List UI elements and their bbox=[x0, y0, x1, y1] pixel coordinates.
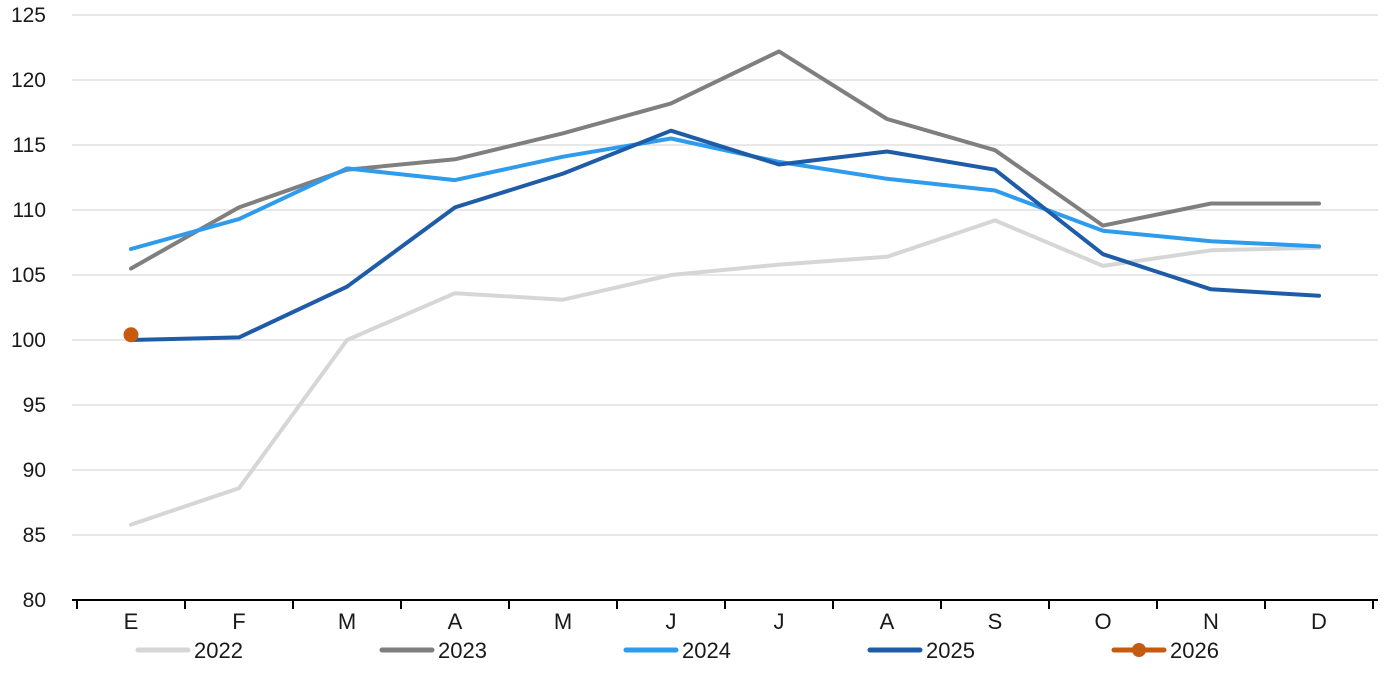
legend-label-2025: 2025 bbox=[926, 638, 975, 663]
legend-label-2023: 2023 bbox=[438, 638, 487, 663]
series-marker-2026 bbox=[123, 327, 139, 343]
y-axis-label: 125 bbox=[11, 4, 46, 27]
y-axis-label: 85 bbox=[23, 524, 46, 547]
y-axis-label: 100 bbox=[11, 329, 46, 352]
x-axis-label: O bbox=[1094, 609, 1111, 634]
legend-marker-2026 bbox=[1132, 643, 1146, 657]
legend-label-2026: 2026 bbox=[1170, 638, 1219, 663]
x-axis-label: A bbox=[880, 609, 895, 634]
x-axis-label: S bbox=[988, 609, 1003, 634]
x-axis-label: M bbox=[554, 609, 572, 634]
legend-label-2022: 2022 bbox=[194, 638, 243, 663]
y-axis-label: 115 bbox=[13, 134, 46, 157]
y-axis-label: 80 bbox=[23, 589, 46, 612]
x-axis-label: J bbox=[666, 609, 677, 634]
y-axis-label: 110 bbox=[13, 199, 46, 222]
x-axis-label: M bbox=[338, 609, 356, 634]
x-axis-label: D bbox=[1311, 609, 1327, 634]
x-axis-label: A bbox=[448, 609, 463, 634]
y-axis-label: 105 bbox=[11, 264, 46, 287]
x-axis-label: E bbox=[124, 609, 139, 634]
series-line-2025 bbox=[129, 128, 1321, 342]
x-axis-label: J bbox=[774, 609, 785, 634]
series-line-2024 bbox=[129, 136, 1321, 251]
x-axis-label: N bbox=[1203, 609, 1219, 634]
x-axis-label: F bbox=[232, 609, 245, 634]
y-axis-label: 90 bbox=[23, 459, 46, 482]
y-axis-label: 95 bbox=[23, 394, 46, 417]
y-axis-label: 120 bbox=[11, 69, 46, 92]
series-line-2022 bbox=[129, 218, 1321, 527]
legend-label-2024: 2024 bbox=[682, 638, 731, 663]
